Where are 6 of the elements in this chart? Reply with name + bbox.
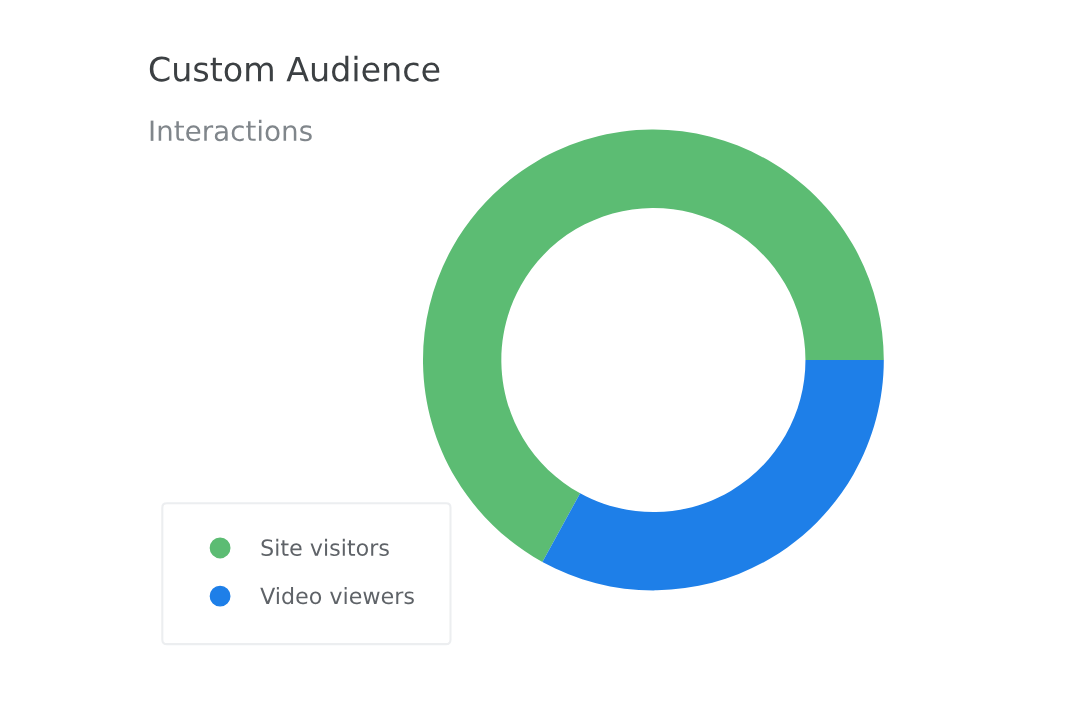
legend-label: Site visitors xyxy=(261,538,389,557)
donut-slice xyxy=(542,360,884,591)
chart-title: Custom Audience xyxy=(149,55,440,82)
donut-slice xyxy=(423,129,884,562)
chart-subtitle: Interactions xyxy=(150,119,312,142)
legend-label: Video viewers xyxy=(260,587,414,605)
